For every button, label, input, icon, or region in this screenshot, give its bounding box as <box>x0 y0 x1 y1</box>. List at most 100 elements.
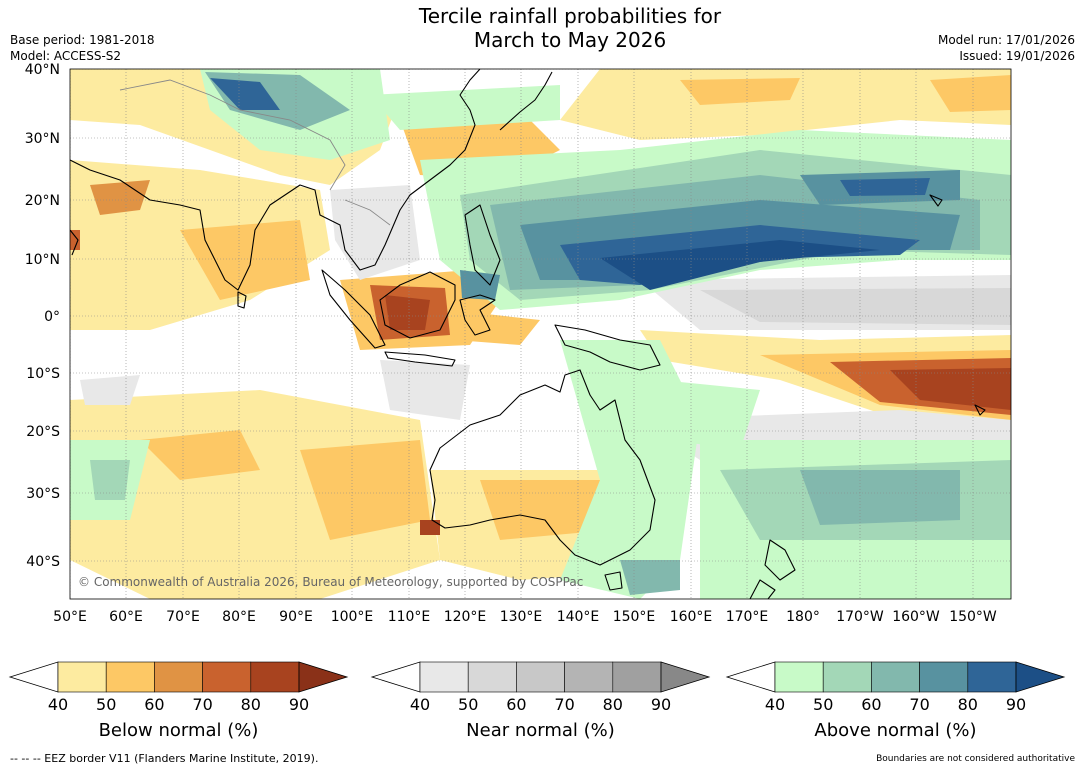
lon-label: 160°W <box>892 609 940 625</box>
legend-tick: 90 <box>289 695 309 714</box>
legend-swatch <box>202 661 252 693</box>
fiji-coast <box>974 404 986 416</box>
africa-coast <box>70 229 79 256</box>
map-frame <box>69 68 1012 600</box>
longitude-labels: 50°E 60°E 70°E 80°E 90°E 100°E 110°E 120°E 130°E… <box>53 609 997 625</box>
lon-label: 50°E <box>53 609 87 625</box>
new-zealand-coast <box>764 539 796 581</box>
map-title-line1: Tercile rainfall probabilities for <box>418 4 722 28</box>
lat-label: 40°N <box>25 62 60 78</box>
map-panel: © Commonwealth of Australia 2026, Bureau… <box>70 69 1011 599</box>
legend-swatch <box>564 661 614 693</box>
hawaii-coast <box>929 194 943 207</box>
lon-label: 70°E <box>166 609 200 625</box>
lon-label: 180° <box>786 609 820 625</box>
legend-swatch <box>612 661 662 693</box>
legend-high-triangle <box>660 661 711 693</box>
country-borders <box>119 79 391 226</box>
lat-label: 10°N <box>25 252 60 268</box>
base-period: Base period: 1981-2018 <box>10 33 155 47</box>
legend-swatch <box>419 661 469 693</box>
above-normal-fields <box>70 69 1011 599</box>
legend-swatch <box>105 661 155 693</box>
legend-tick: 60 <box>861 695 881 714</box>
issued-date: Issued: 19/01/2026 <box>959 49 1075 63</box>
lat-label: 40°S <box>26 554 60 570</box>
legend-label: Below normal (%) <box>99 720 259 741</box>
lon-label: 170°W <box>836 609 884 625</box>
meta-right: Model run: 17/01/2026 Issued: 19/01/2026 <box>938 32 1075 64</box>
legend-tick: 90 <box>1006 695 1026 714</box>
java-coast <box>384 351 456 367</box>
lat-label: 30°N <box>25 131 60 147</box>
sri-lanka-coast <box>237 291 247 309</box>
legend-2: 40 50 60 70 80 90 Above normal (%) <box>725 661 1066 741</box>
model-run: Model run: 17/01/2026 <box>937 33 1075 47</box>
eez-note: -- -- -- EEZ border V11 (Flanders Marine… <box>10 752 319 765</box>
lat-label: 10°S <box>26 366 60 382</box>
legend-tick: 40 <box>410 695 430 714</box>
tasmania-coast <box>604 571 623 591</box>
legend-tick: 40 <box>765 695 785 714</box>
legend-tick: 70 <box>554 695 574 714</box>
legend-label: Above normal (%) <box>814 720 976 741</box>
sumatra-coast <box>321 269 386 349</box>
legend-tick: 70 <box>909 695 929 714</box>
legend-swatch <box>250 661 300 693</box>
lon-label: 130°E <box>500 609 543 625</box>
legend-tick: 80 <box>603 695 623 714</box>
legend-high-triangle <box>1015 661 1066 693</box>
copyright-text: © Commonwealth of Australia 2026, Bureau… <box>78 575 583 589</box>
lat-label: 0° <box>44 309 60 325</box>
new-zealand-south-coast <box>749 579 776 599</box>
lon-label: 150°W <box>949 609 997 625</box>
lon-label: 100°E <box>331 609 374 625</box>
lon-label: 80°E <box>222 609 256 625</box>
legend-tick: 50 <box>458 695 478 714</box>
legend-swatch <box>967 661 1017 693</box>
legend-high-triangle <box>298 661 349 693</box>
lon-label: 90°E <box>279 609 313 625</box>
lat-label: 20°S <box>26 424 60 440</box>
japan-coast <box>499 71 553 131</box>
legend-swatch <box>774 661 824 693</box>
coastlines <box>70 69 986 599</box>
legend-tick: 40 <box>48 695 68 714</box>
legend-swatch <box>467 661 517 693</box>
sulawesi-coast <box>459 294 496 336</box>
legend-swatch <box>871 661 920 693</box>
asia-coast <box>70 69 481 291</box>
lon-label: 170°E <box>726 609 769 625</box>
legend-label: Near normal (%) <box>466 720 615 741</box>
legend-low-triangle <box>8 661 59 693</box>
gridlines <box>70 69 1011 599</box>
lon-label: 150°E <box>613 609 656 625</box>
legend-swatch <box>516 661 565 693</box>
lat-label: 30°S <box>26 486 60 502</box>
legend-tick: 60 <box>144 695 164 714</box>
legend-0: 40 50 60 70 80 90 Below normal (%) <box>8 661 349 741</box>
legend-tick: 50 <box>96 695 116 714</box>
legend-tick: 90 <box>651 695 671 714</box>
legend-low-triangle <box>725 661 776 693</box>
latitude-labels: 40°N 30°N 20°N 10°N 0° 10°S 20°S 30°S 40°S <box>25 62 60 570</box>
lon-label: 120°E <box>444 609 487 625</box>
borneo-coast <box>379 271 456 339</box>
legend-swatch <box>822 661 872 693</box>
lat-label: 20°N <box>25 193 60 209</box>
legends: 40 50 60 70 80 90 Below normal (%) 40 50 60 70 80 90… <box>8 661 1066 741</box>
legend-tick: 50 <box>813 695 833 714</box>
map-title: Tercile rainfall probabilities for March… <box>0 4 1085 52</box>
legend-tick: 70 <box>192 695 212 714</box>
legend-tick: 80 <box>958 695 978 714</box>
legend-swatch <box>154 661 203 693</box>
new-guinea-coast <box>554 324 661 371</box>
australia-coast <box>429 369 656 566</box>
meta-left: Base period: 1981-2018 Model: ACCESS-S2 <box>10 32 155 64</box>
map-title-line2: March to May 2026 <box>473 28 667 52</box>
legend-swatch <box>919 661 969 693</box>
legend-1: 40 50 60 70 80 90 Near normal (%) <box>370 661 711 741</box>
legend-tick: 80 <box>241 695 261 714</box>
boundary-disclaimer: Boundaries are not considered authoritat… <box>876 754 1075 764</box>
